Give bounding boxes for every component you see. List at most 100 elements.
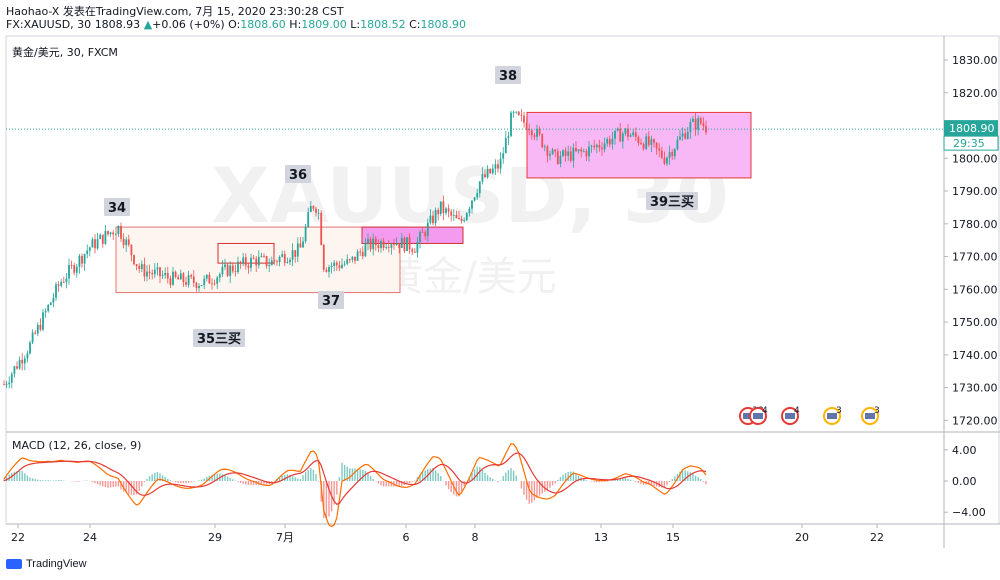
candle-body bbox=[694, 118, 697, 130]
instrument-label: 黄金/美元, 30, FXCM bbox=[12, 45, 118, 59]
candle-body bbox=[177, 276, 180, 280]
candle-body bbox=[577, 149, 580, 152]
candle-body bbox=[242, 257, 245, 264]
candle-body bbox=[296, 243, 299, 257]
candle-body bbox=[317, 212, 320, 214]
annotation-label: 38 bbox=[499, 69, 517, 84]
candle-body bbox=[148, 271, 151, 273]
event-badge-count: 4 bbox=[762, 406, 768, 416]
candle-body bbox=[283, 254, 286, 263]
candle-body bbox=[546, 146, 549, 156]
candle-body bbox=[549, 153, 551, 156]
candle-body bbox=[257, 256, 260, 266]
candle-body bbox=[44, 311, 47, 313]
footer: TradingView bbox=[6, 558, 87, 570]
candle-body bbox=[21, 359, 24, 364]
candle-body bbox=[499, 158, 502, 169]
low-value: 1808.52 bbox=[360, 18, 406, 31]
watermark-name: 黄金/美元 bbox=[383, 254, 556, 300]
candle-body bbox=[575, 147, 577, 152]
candle-body bbox=[278, 256, 281, 263]
candle-body bbox=[556, 151, 559, 165]
candle-body bbox=[159, 267, 161, 277]
candle-body bbox=[439, 201, 442, 214]
candle-body bbox=[367, 239, 369, 244]
candle-body bbox=[390, 244, 393, 248]
flag-stripe bbox=[827, 413, 837, 419]
candle-body bbox=[640, 143, 642, 145]
candle-body bbox=[247, 265, 250, 268]
candle-body bbox=[166, 273, 169, 279]
candle-body bbox=[359, 251, 362, 253]
candle-body bbox=[497, 164, 499, 169]
candle-body bbox=[343, 263, 346, 265]
candle-body bbox=[200, 285, 203, 286]
candle-body bbox=[354, 256, 356, 261]
candle-body bbox=[75, 266, 78, 273]
candle-body bbox=[598, 144, 601, 148]
candle-body bbox=[437, 209, 440, 214]
candle-body bbox=[614, 130, 616, 139]
macd-histogram bbox=[3, 462, 707, 518]
candle-body bbox=[328, 267, 330, 272]
candle-body bbox=[73, 265, 76, 273]
candle-body bbox=[541, 134, 544, 148]
candle-body bbox=[471, 200, 473, 209]
candle-body bbox=[239, 261, 242, 264]
candle-body bbox=[619, 128, 622, 142]
candle-body bbox=[146, 271, 148, 277]
symbol-label: FX:XAUUSD, 30 bbox=[6, 18, 92, 31]
annotation-box bbox=[193, 329, 245, 347]
candle-body bbox=[107, 231, 109, 235]
candle-body bbox=[60, 282, 63, 286]
candle-body bbox=[309, 206, 312, 213]
candle-body bbox=[369, 239, 372, 250]
candle-body bbox=[603, 143, 606, 150]
candle-body bbox=[668, 152, 671, 158]
candle-body bbox=[109, 232, 112, 235]
annotation-box bbox=[646, 192, 698, 210]
candle-body bbox=[42, 312, 44, 330]
candle-body bbox=[702, 123, 705, 127]
candle-body bbox=[213, 283, 216, 285]
candle-body bbox=[229, 265, 232, 276]
candle-body bbox=[208, 274, 211, 284]
annotation-box bbox=[104, 198, 130, 216]
candle-body bbox=[489, 168, 492, 174]
candle-body bbox=[559, 155, 562, 165]
candle-body bbox=[203, 278, 206, 286]
candle-body bbox=[221, 266, 224, 275]
annotation-label: 34 bbox=[108, 201, 126, 216]
candle-body bbox=[611, 138, 614, 145]
candle-body bbox=[18, 359, 21, 369]
time-tick-label: 15 bbox=[666, 531, 680, 544]
candle-body bbox=[172, 271, 174, 285]
candle-body bbox=[304, 226, 307, 242]
candle-body bbox=[460, 218, 463, 221]
candle-body bbox=[156, 267, 159, 270]
candle-body bbox=[315, 208, 317, 213]
candle-body bbox=[83, 254, 86, 264]
candle-body bbox=[684, 133, 687, 139]
price-tick-label: 1750.00 bbox=[952, 316, 998, 329]
candle-body bbox=[289, 259, 291, 262]
price-tick-label: 1730.00 bbox=[952, 382, 998, 395]
candle-body bbox=[205, 274, 208, 279]
flag-stripe bbox=[865, 413, 875, 419]
candle-body bbox=[494, 164, 497, 169]
candle-body bbox=[637, 137, 640, 144]
candle-body bbox=[663, 157, 666, 164]
flag-stripe bbox=[753, 413, 763, 419]
candle-body bbox=[307, 212, 310, 227]
candle-body bbox=[408, 237, 411, 250]
candle-body bbox=[31, 332, 34, 343]
candle-body bbox=[419, 232, 421, 243]
candle-body bbox=[380, 241, 382, 249]
candle-body bbox=[689, 121, 692, 132]
candle-body bbox=[294, 250, 297, 257]
footer-brand: TradingView bbox=[26, 558, 87, 570]
candle-body bbox=[224, 264, 226, 267]
candle-body bbox=[520, 114, 523, 116]
candle-body bbox=[697, 118, 700, 130]
